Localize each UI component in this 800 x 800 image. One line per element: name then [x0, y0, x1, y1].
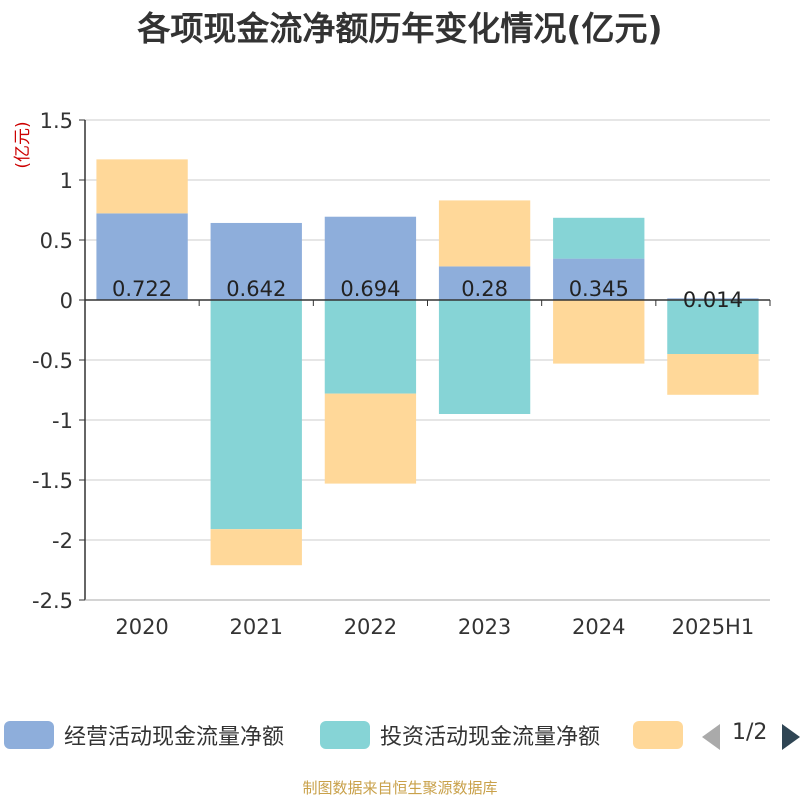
chevron-right-icon[interactable]: [780, 724, 800, 750]
bar-operating-2025H1[interactable]: [667, 298, 759, 300]
x-tick-label: 2022: [344, 615, 397, 639]
x-tick-label: 2020: [115, 615, 168, 639]
y-tick-label: 0: [60, 289, 73, 313]
bar-financing-2021[interactable]: [210, 529, 302, 566]
bar-investing-2021[interactable]: [210, 300, 302, 530]
bar-operating-2020[interactable]: [96, 213, 188, 300]
data-label-operating: 0.722: [112, 277, 172, 301]
y-tick-label: 1: [60, 169, 73, 193]
data-label-operating: 0.28: [461, 277, 508, 301]
bar-operating-2023[interactable]: [438, 266, 531, 300]
y-tick-label: -1.5: [32, 469, 73, 493]
y-tick-label: -0.5: [32, 349, 73, 373]
legend-page-indicator: 1/2: [732, 720, 768, 745]
legend-item-financing[interactable]: [633, 720, 693, 750]
bar-financing-2020[interactable]: [96, 159, 188, 214]
axes: 1.5 1 0.5 0 -0.5 -1 -1.5 -2 -2.5 2020 2021 2022 2023…: [32, 109, 771, 639]
bar-operating-2024[interactable]: [553, 258, 645, 300]
bars: [96, 159, 759, 566]
x-tick-label: 2021: [230, 615, 283, 639]
chevron-left-icon[interactable]: [702, 724, 722, 750]
bar-financing-2024[interactable]: [553, 300, 645, 364]
bar-investing-2022[interactable]: [324, 300, 417, 394]
y-axis-unit-label: (亿元): [13, 121, 33, 168]
y-tick-label: 0.5: [40, 229, 73, 253]
bar-operating-2022[interactable]: [324, 216, 417, 300]
bar-financing-2025H1[interactable]: [667, 354, 759, 395]
bar-chart: 1.5 1 0.5 0 -0.5 -1 -1.5 -2 -2.5 2020 2021 2022 2023…: [13, 109, 771, 639]
bar-operating-2021[interactable]: [210, 222, 302, 300]
x-tick-label: 2024: [572, 615, 625, 639]
legend-swatch-operating: [4, 721, 54, 749]
chart-title: 各项现金流净额历年变化情况(亿元): [137, 9, 663, 48]
bar-financing-2023[interactable]: [438, 200, 531, 267]
legend-swatch-investing: [320, 721, 370, 749]
data-label-operating: 0.694: [340, 277, 400, 301]
data-labels: 0.722 0.642 0.694 0.28 0.345 0.014: [112, 277, 743, 312]
legend-label-operating: 经营活动现金流量净额: [64, 725, 285, 750]
x-tick-label: 2025H1: [672, 615, 755, 639]
bar-investing-2023[interactable]: [438, 300, 531, 414]
y-tick-label: -2: [52, 529, 73, 553]
bar-financing-2022[interactable]: [324, 393, 417, 484]
legend-label-investing: 投资活动现金流量净额: [380, 725, 601, 750]
y-tick-label: -2.5: [32, 589, 73, 613]
bar-investing-2025H1[interactable]: [667, 300, 759, 354]
legend-swatch-financing: [633, 721, 683, 749]
data-label-operating: 0.345: [569, 277, 629, 301]
bar-investing-2024[interactable]: [553, 217, 645, 259]
y-tick-label: 1.5: [40, 109, 73, 133]
legend-item-operating[interactable]: 经营活动现金流量净额: [4, 720, 284, 750]
y-tick-label: -1: [52, 409, 73, 433]
legend: 经营活动现金流量净额 投资活动现金流量净额 1/2: [0, 716, 800, 756]
data-label-operating: 0.014: [683, 288, 743, 312]
x-tick-label: 2023: [458, 615, 511, 639]
legend-item-investing[interactable]: 投资活动现金流量净额: [320, 720, 600, 750]
data-label-operating: 0.642: [226, 277, 286, 301]
source-note: 制图数据来自恒生聚源数据库: [302, 779, 498, 797]
